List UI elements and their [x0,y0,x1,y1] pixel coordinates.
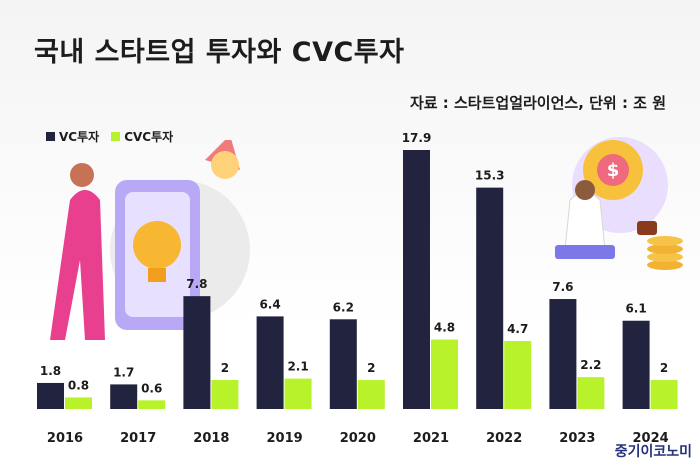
bar-cvc-2017 [138,400,166,409]
chart-title: 국내 스타트업 투자와 CVC투자 [34,37,405,68]
person-illustration [50,190,105,340]
brand-logo-text: 중기이코노미 [614,444,692,460]
data-label-vc-2017: 1.7 [113,365,134,379]
x-tick-label-2024: 2024 [633,431,669,446]
legend-label-cvc: CVC투자 [124,130,174,144]
legend: VC투자 CVC투자 [46,128,179,145]
data-label-vc-2020: 6.2 [333,300,354,314]
x-tick-label-2021: 2021 [413,431,449,446]
bar-vc-2023 [549,299,577,409]
data-label-vc-2023: 7.6 [552,280,573,294]
x-tick-label-2020: 2020 [340,431,376,446]
bar-cvc-2023 [577,377,605,409]
bar-vc-2020 [329,319,357,409]
coins-icon [647,236,683,270]
data-label-cvc-2019: 2.1 [287,360,308,374]
briefcase-icon [637,221,657,235]
data-label-vc-2018: 7.8 [186,277,207,291]
data-label-cvc-2021: 4.8 [434,321,455,335]
bar-cvc-2019 [284,378,312,409]
legend-swatch-cvc [111,132,121,141]
bar-cvc-2016 [65,397,92,409]
bar-cvc-2024 [650,380,678,409]
data-label-vc-2016: 1.8 [40,364,61,378]
x-tick-label-2016: 2016 [47,431,83,446]
x-tick-label-2018: 2018 [193,431,229,446]
bar-vc-2017 [110,384,138,409]
x-tick-label-2017: 2017 [120,431,156,446]
data-label-cvc-2020: 2 [367,361,375,375]
startup-illustration-left [50,140,250,340]
data-label-cvc-2018: 2 [221,361,229,375]
data-label-vc-2022: 15.3 [475,169,505,183]
bar-cvc-2022 [504,340,532,409]
bar-cvc-2018 [211,380,239,409]
startup-illustration-right: $ [555,137,683,270]
legend-label-vc: VC투자 [59,130,100,144]
bar-vc-2024 [622,320,650,409]
bar-vc-2019 [256,316,284,409]
x-tick-label-2023: 2023 [559,431,595,446]
data-label-cvc-2017: 0.6 [141,381,162,395]
legend-item-cvc: CVC투자 [111,128,173,145]
bar-vc-2018 [183,296,211,409]
svg-text:$: $ [607,160,620,181]
data-label-cvc-2022: 4.7 [507,322,528,336]
data-label-cvc-2016: 0.8 [68,378,89,392]
lightbulb-icon [133,221,181,269]
bar-vc-2021 [403,150,430,409]
x-tick-label-2022: 2022 [486,431,522,446]
data-label-cvc-2024: 2 [660,361,668,375]
legend-item-vc: VC투자 [46,128,99,145]
bar-vc-2022 [476,187,504,409]
source-note: 자료 : 스타트업얼라이언스, 단위 : 조 원 [409,94,666,112]
data-label-vc-2021: 17.9 [402,131,432,145]
bar-cvc-2021 [431,339,458,409]
data-label-cvc-2023: 2.2 [580,358,601,372]
x-tick-label-2019: 2019 [267,431,303,446]
bar-vc-2016 [37,382,64,409]
data-label-vc-2019: 6.4 [259,297,280,311]
legend-swatch-vc [46,132,55,141]
data-label-vc-2024: 6.1 [625,302,646,316]
bar-cvc-2020 [357,380,385,409]
